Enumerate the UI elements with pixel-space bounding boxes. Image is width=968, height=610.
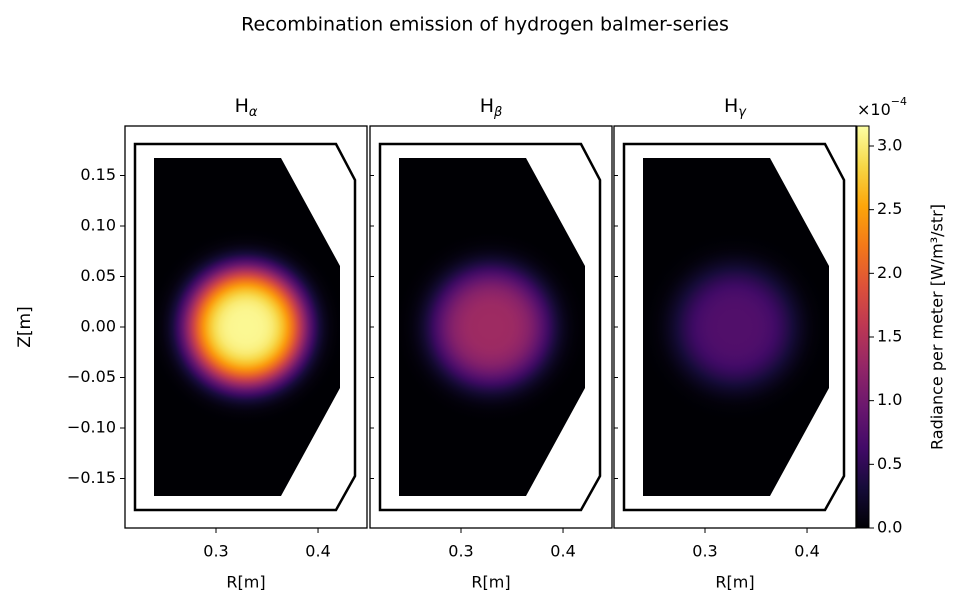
panel-title: Hβ xyxy=(480,95,503,120)
chart-title: Recombination emission of hydrogen balme… xyxy=(241,14,729,36)
emission xyxy=(399,222,585,432)
panel-title: Hγ xyxy=(724,95,747,120)
y-axis-label: Z[m] xyxy=(15,306,35,347)
vessel-outline xyxy=(378,142,602,512)
colorbar-offset: ×10−4 xyxy=(857,95,907,119)
y-tick-label: −0.05 xyxy=(67,367,116,386)
y-tick-label: 0.05 xyxy=(80,266,116,285)
x-tick-label: 0.3 xyxy=(692,542,717,561)
title-base: H xyxy=(235,95,249,117)
vessel-outline xyxy=(622,142,846,512)
offset-exponent: −4 xyxy=(891,95,907,108)
colorbar-tick-label: 2.5 xyxy=(877,199,902,218)
x-tick-label: 0.3 xyxy=(448,542,473,561)
x-tick-label: 0.4 xyxy=(305,542,330,561)
offset-base: ×10 xyxy=(857,100,891,119)
title-base: H xyxy=(724,95,738,117)
emission xyxy=(154,222,340,432)
vessel-outline xyxy=(133,142,357,512)
colorbar-tick-label: 2.0 xyxy=(877,263,902,282)
x-axis-label: R[m] xyxy=(715,573,754,592)
emission xyxy=(643,222,829,432)
x-axis-label: R[m] xyxy=(226,573,265,592)
colorbar-tick-label: 3.0 xyxy=(877,135,902,154)
y-tick-label: 0.15 xyxy=(80,165,116,184)
colorbar-tick-label: 0.5 xyxy=(877,454,902,473)
x-tick-label: 0.4 xyxy=(794,542,819,561)
x-tick-label: 0.4 xyxy=(550,542,575,561)
colorbar xyxy=(856,125,870,529)
title-subscript: α xyxy=(249,105,258,120)
colorbar-label: Radiance per meter [W/m³/str] xyxy=(928,204,947,450)
y-tick-label: 0.00 xyxy=(80,317,116,336)
y-tick-label: 0.10 xyxy=(80,215,116,234)
x-tick-label: 0.3 xyxy=(203,542,228,561)
colorbar-tick-label: 1.0 xyxy=(877,390,902,409)
colorbar-tick-label: 0.0 xyxy=(877,518,902,537)
y-tick-label: −0.10 xyxy=(67,418,116,437)
panel-title: Hα xyxy=(235,95,258,120)
x-axis-label: R[m] xyxy=(471,573,510,592)
colorbar-tick-label: 1.5 xyxy=(877,326,902,345)
title-base: H xyxy=(480,95,494,117)
y-tick-label: −0.15 xyxy=(67,468,116,487)
title-subscript: γ xyxy=(738,105,747,120)
title-subscript: β xyxy=(493,105,502,120)
